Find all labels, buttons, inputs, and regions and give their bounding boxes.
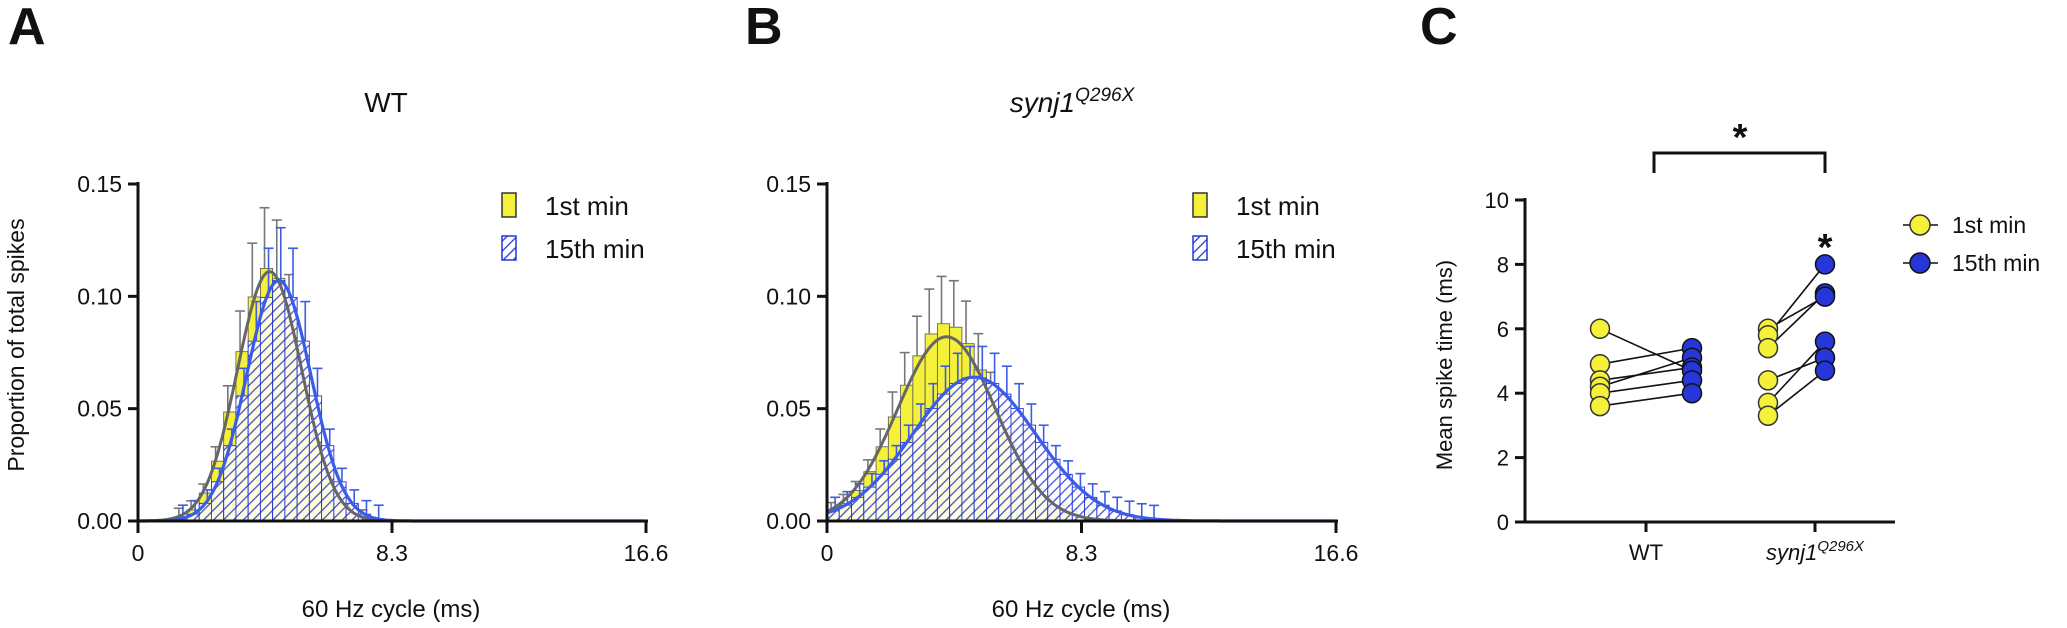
bracket-line bbox=[1652, 151, 1827, 173]
panel-b-title-sup: Q296X bbox=[1075, 85, 1135, 106]
point-asterisk: * bbox=[1818, 227, 1833, 269]
panel-a-ylabel: Proportion of total spikes bbox=[3, 218, 29, 471]
significance-bracket: * bbox=[1652, 117, 1827, 173]
bar-fifteenth-min bbox=[961, 377, 975, 522]
bar-fifteenth-min bbox=[912, 424, 926, 522]
panel-c-cat-wt: WT bbox=[1629, 540, 1663, 565]
legend-b-swatch-first bbox=[1192, 192, 1208, 218]
x-tick-label: 8.3 bbox=[1066, 540, 1098, 566]
panel-c-cat-mut-main: synj1 bbox=[1766, 540, 1817, 565]
y-tick-label: 0.05 bbox=[77, 396, 122, 422]
pair-line bbox=[1599, 366, 1693, 382]
y-tick-label: 0.10 bbox=[766, 283, 811, 309]
pair-line bbox=[1767, 341, 1826, 404]
scatter-panel-c: 0 2 4 6 8 10 bbox=[1485, 188, 1895, 535]
panel-letter-c: C bbox=[1420, 0, 1458, 56]
pair-line bbox=[1599, 328, 1693, 372]
pair-line bbox=[1599, 392, 1693, 407]
legend-a-label-fifteenth: 15th min bbox=[545, 234, 645, 264]
x-tick-label: 16.6 bbox=[1314, 540, 1359, 566]
bar-fifteenth-min bbox=[272, 280, 286, 522]
point-first-min bbox=[1757, 405, 1779, 426]
bar-fifteenth-min bbox=[296, 340, 310, 522]
legend-panel-c: 1st min 15th min bbox=[1903, 212, 2040, 276]
y-tick-label: 2 bbox=[1497, 446, 1509, 471]
legend-b-label-first: 1st min bbox=[1236, 191, 1320, 221]
point-first-min bbox=[1757, 370, 1779, 391]
panel-a-xlabel: 60 Hz cycle (ms) bbox=[302, 596, 481, 623]
y-tick-label: 0.00 bbox=[766, 508, 811, 534]
bar-fifteenth-min bbox=[887, 458, 902, 522]
histogram-panel-a: 0.00 0.05 0.10 0.15 0 8.3 16.6 bbox=[77, 171, 668, 566]
legend-c-label-fifteenth: 15th min bbox=[1952, 250, 2040, 276]
pair-line bbox=[1599, 347, 1693, 366]
bar-fifteenth-min bbox=[259, 296, 274, 522]
y-tick-label: 0.05 bbox=[766, 396, 811, 422]
histogram-panel-b: 0.00 0.05 0.10 0.15 0 8.3 16.6 bbox=[766, 171, 1358, 566]
panel-c-ylabel: Mean spike time (ms) bbox=[1432, 260, 1457, 470]
legend-a-label-first: 1st min bbox=[545, 191, 629, 221]
bracket-asterisk: * bbox=[1733, 117, 1748, 159]
y-tick-label: 0 bbox=[1497, 510, 1509, 535]
pair-line bbox=[1599, 357, 1693, 388]
bar-fifteenth-min bbox=[998, 393, 1012, 522]
legend-panel-b: 1st min 15th min bbox=[1192, 191, 1336, 264]
legend-c-marker-first bbox=[1909, 214, 1931, 236]
x-tick-label: 0 bbox=[821, 540, 834, 566]
y-tick-label: 0.15 bbox=[77, 171, 122, 197]
bar-fifteenth-min bbox=[1035, 442, 1049, 522]
legend-panel-a: 1st min 15th min bbox=[501, 191, 645, 264]
x-tick-label: 8.3 bbox=[376, 540, 408, 566]
x-tick-label: 0 bbox=[132, 540, 145, 566]
panel-b-title: synj1Q296X bbox=[1010, 85, 1136, 118]
y-tick-label: 0.10 bbox=[77, 283, 122, 309]
pair-line bbox=[1599, 379, 1693, 394]
point-fifteenth-min bbox=[1681, 382, 1703, 404]
bar-fifteenth-min bbox=[900, 442, 914, 522]
panel-b-title-main: synj1 bbox=[1010, 87, 1075, 118]
legend-a-swatch-first bbox=[501, 192, 517, 218]
point-first-min bbox=[1757, 337, 1779, 359]
pair-line bbox=[1767, 263, 1826, 336]
point-fifteenth-min bbox=[1814, 360, 1836, 381]
y-tick-label: 6 bbox=[1497, 317, 1509, 342]
point-fifteenth-min bbox=[1814, 286, 1836, 307]
point-first-min bbox=[1589, 318, 1611, 340]
point-fifteenth-min bbox=[1814, 254, 1836, 275]
legend-b-swatch-fifteenth bbox=[1192, 235, 1208, 261]
point-first-min bbox=[1589, 395, 1611, 417]
bar-fifteenth-min bbox=[247, 340, 261, 522]
x-tick-label: 16.6 bbox=[624, 540, 669, 566]
y-tick-label: 0.00 bbox=[77, 508, 122, 534]
bar-fifteenth-min bbox=[949, 383, 963, 522]
y-tick-label: 0.15 bbox=[766, 171, 811, 197]
y-tick-label: 4 bbox=[1497, 381, 1509, 406]
y-tick-label: 8 bbox=[1497, 252, 1509, 277]
legend-c-label-first: 1st min bbox=[1952, 212, 2026, 238]
y-tick-label: 10 bbox=[1485, 188, 1509, 213]
panel-c-cat-mut: synj1Q296X bbox=[1766, 538, 1865, 565]
bar-fifteenth-min bbox=[973, 377, 987, 522]
bar-fifteenth-min bbox=[1022, 424, 1036, 522]
panel-a-title: WT bbox=[364, 87, 408, 118]
bar-fifteenth-min bbox=[936, 393, 951, 522]
panel-letter-b: B bbox=[745, 0, 783, 56]
panel-letter-a: A bbox=[8, 0, 46, 56]
pair-line bbox=[1767, 370, 1826, 417]
bar-fifteenth-min bbox=[1047, 458, 1061, 522]
legend-c-marker-fifteenth bbox=[1909, 252, 1931, 274]
bar-fifteenth-min bbox=[284, 296, 298, 522]
panel-c-cat-mut-sup: Q296X bbox=[1817, 538, 1865, 555]
legend-b-label-fifteenth: 15th min bbox=[1236, 234, 1336, 264]
bar-fifteenth-min bbox=[924, 408, 938, 522]
legend-a-swatch-fifteenth bbox=[501, 235, 517, 261]
panel-b-xlabel: 60 Hz cycle (ms) bbox=[992, 596, 1171, 623]
